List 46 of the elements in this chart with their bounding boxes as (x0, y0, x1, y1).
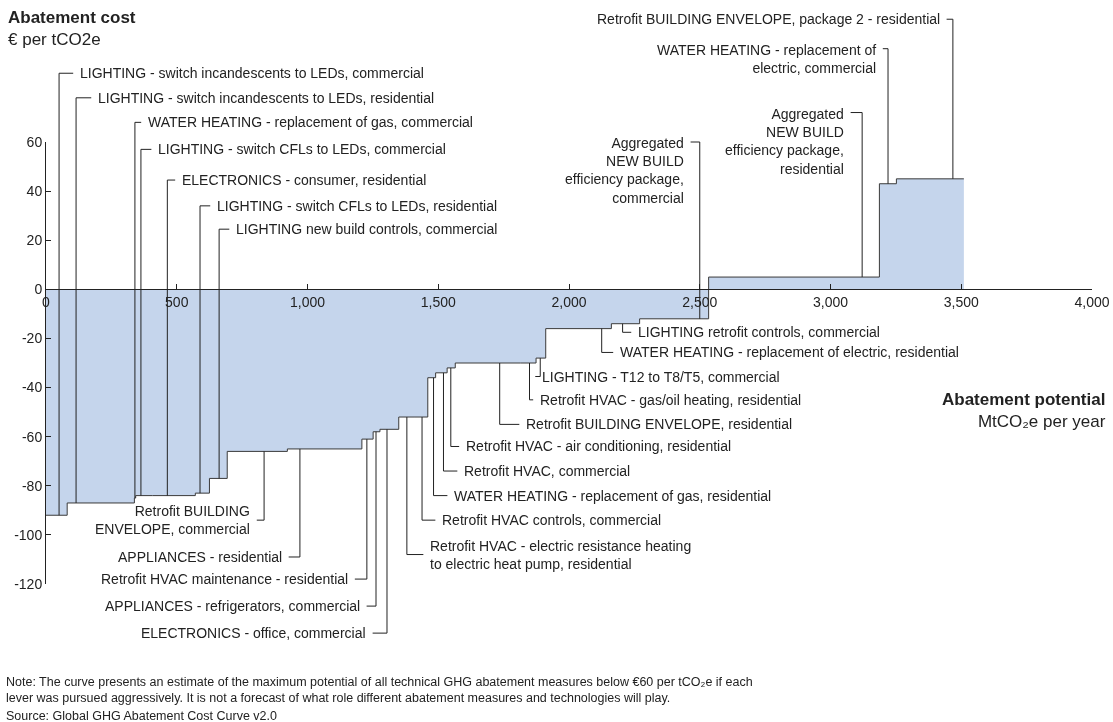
annotation: WATER HEATING - replacement of gas, residential (454, 488, 772, 504)
y-axis-title: Abatement cost € per tCO2e (8, 8, 136, 50)
annotation: LIGHTING - switch incandescents to LEDs, residential (98, 90, 435, 106)
x-axis-title: Abatement potential MtCO₂e per year (942, 390, 1106, 432)
annotation: LIGHTING new build controls, commercial (236, 221, 498, 237)
y-tick-label: -100 (14, 526, 43, 543)
y-tick-label: 20 (26, 232, 43, 249)
annotation: Retrofit BUILDING ENVELOPE, residential (526, 416, 793, 432)
x-tick-label: 2,000 (551, 294, 587, 311)
y-tick-label: 40 (26, 183, 43, 200)
annotation: LIGHTING - switch CFLs to LEDs, residential (217, 198, 498, 214)
annotation: Retrofit BUILDING ENVELOPE, package 2 - residential (597, 11, 941, 27)
x-tick-label: 1,500 (420, 294, 456, 311)
annotation: Retrofit HVAC - air conditioning, residential (466, 438, 732, 454)
text: Note: The curve presents an estimate of the maximum potential of all technical GHG abatement measures below €60 per tCO₂e if each lever was pursued aggressively. It is not a forecast of what role different abatement measures and technologies will play. (6, 675, 753, 706)
y-tick-label: -120 (14, 575, 43, 592)
x-tick-label: 3,000 (812, 294, 849, 311)
annotation: Retrofit HVAC controls, commercial (442, 512, 662, 528)
annotation: Aggregated NEW BUILD efficiency package, commercial (565, 135, 684, 206)
annotation: WATER HEATING - replacement of electric, residential (620, 344, 959, 360)
annotation: LIGHTING retrofit controls, commercial (638, 324, 880, 340)
y-tick-label: 60 (26, 133, 43, 150)
y-tick-label: 0 (34, 281, 43, 298)
y-tick-label: -20 (21, 330, 43, 347)
x-tick-label: 4,000 (1074, 294, 1110, 311)
annotation: LIGHTING - switch CFLs to LEDs, commercial (158, 141, 446, 157)
annotation: WATER HEATING - replacement of electric, commercial (657, 42, 877, 77)
annotation: WATER HEATING - replacement of gas, commercial (148, 114, 473, 130)
annotation: APPLIANCES - refrigerators, commercial (105, 598, 361, 614)
annotation: Aggregated NEW BUILD efficiency package, residential (725, 106, 844, 177)
annotation: LIGHTING - T12 to T8/T5, commercial (542, 369, 780, 385)
x-tick-label: 3,500 (943, 294, 979, 311)
y-tick-label: -60 (21, 428, 43, 445)
annotation: Retrofit HVAC maintenance - residential (101, 571, 349, 587)
annotation: APPLIANCES - residential (118, 549, 283, 565)
x-tick-label: 1,000 (289, 294, 326, 311)
source-note: Source: Global GHG Abatement Cost Curve v2.0 (6, 709, 278, 722)
annotation: Retrofit HVAC - gas/oil heating, residential (540, 392, 802, 408)
y-tick-label: -80 (21, 477, 43, 494)
y-tick-label: -40 (21, 379, 43, 396)
annotation: ELECTRONICS - office, commercial (141, 625, 366, 641)
annotation: Retrofit HVAC - electric resistance heating to electric heat pump, residential (430, 538, 692, 573)
annotation: Retrofit BUILDING ENVELOPE, commercial (95, 503, 250, 538)
annotation: Retrofit HVAC, commercial (464, 463, 631, 479)
annotation: ELECTRONICS - consumer, residential (182, 172, 427, 188)
annotation: LIGHTING - switch incandescents to LEDs, commercial (80, 65, 424, 81)
